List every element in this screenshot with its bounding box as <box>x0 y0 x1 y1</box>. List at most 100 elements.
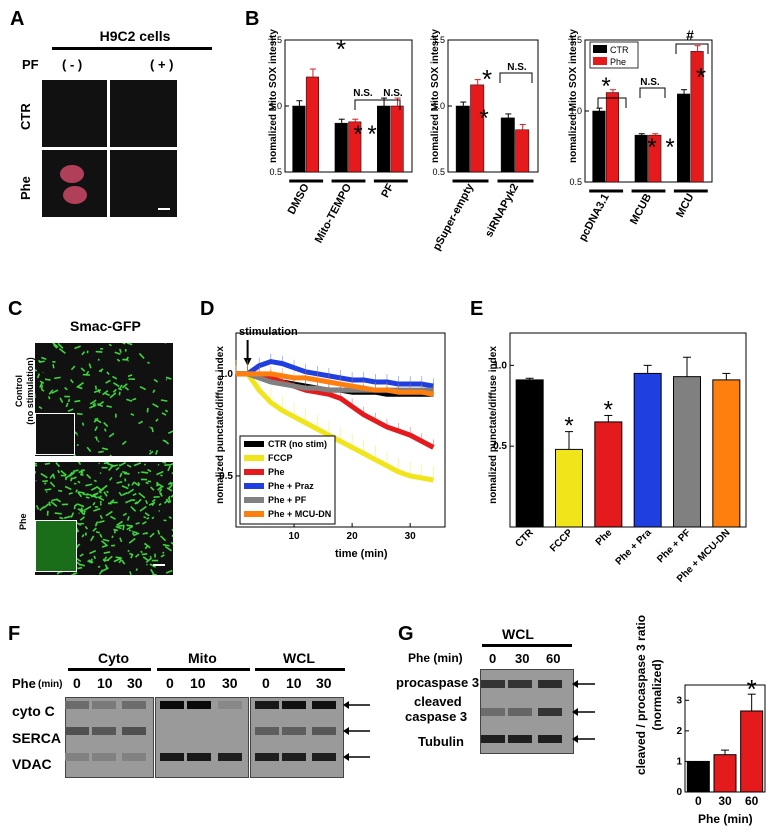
y-tick-label: 1.5 <box>269 35 282 45</box>
mito-fragment <box>104 392 110 397</box>
mito-fragment <box>52 343 58 349</box>
y-tick-label: 0.5 <box>569 177 582 187</box>
mito-fragment <box>54 376 61 380</box>
mito-fragment <box>154 449 159 455</box>
mito-fragment <box>51 341 59 348</box>
mito-fragment <box>58 348 66 354</box>
group-cyto: Cyto <box>98 650 130 666</box>
mito-fragment <box>77 480 81 484</box>
panel-letter: F <box>8 623 21 645</box>
mito-fragment <box>76 412 83 416</box>
mito-fragment <box>67 408 74 412</box>
cell-signal <box>60 165 87 204</box>
mito-fragment <box>100 540 108 547</box>
mito-fragment <box>49 481 56 488</box>
group-wcl: WCL <box>502 626 534 642</box>
mito-fragment <box>87 560 93 564</box>
blot-band <box>481 680 505 688</box>
scale-bar <box>158 208 170 210</box>
mito-fragment <box>126 342 133 346</box>
mito-fragment <box>40 472 48 479</box>
mito-fragment <box>84 532 88 535</box>
mito-fragment <box>116 520 124 527</box>
time-label: 30 <box>515 651 530 666</box>
significance-star: * <box>336 34 346 64</box>
legend-swatch <box>244 483 264 489</box>
micrograph-phe-plus <box>110 150 177 217</box>
mito-fragment <box>138 352 145 359</box>
y-tick-label: 1.0 <box>219 369 233 380</box>
mito-fragment <box>119 537 123 543</box>
mito-fragment <box>118 391 121 396</box>
category-label: 60 <box>745 794 759 808</box>
stimulation-label: stimulation <box>239 326 298 338</box>
mito-fragment <box>68 491 73 495</box>
mito-fragment <box>132 531 135 535</box>
significance-star: * <box>647 134 656 161</box>
mito-fragment <box>89 493 97 498</box>
y-tick-label: 0 <box>676 787 682 798</box>
blot-band <box>282 701 306 709</box>
mito-fragment <box>76 385 83 390</box>
row-label: cleaved <box>414 694 462 709</box>
mito-fragment <box>130 413 135 416</box>
mito-fragment <box>112 375 118 380</box>
group-underline <box>255 668 345 671</box>
legend-swatch <box>244 469 264 475</box>
mito-fragment <box>121 440 127 446</box>
blot-band <box>92 753 116 761</box>
series-line <box>236 359 434 389</box>
mito-fragment <box>63 515 71 519</box>
time-label: 0 <box>166 675 174 691</box>
mito-fragment <box>157 486 163 491</box>
blot-mito <box>155 697 249 778</box>
mito-fragment <box>90 535 95 542</box>
mito-fragment <box>71 476 77 480</box>
mito-fragment <box>94 521 99 527</box>
mito-fragment <box>92 527 97 532</box>
mito-fragment <box>102 538 110 542</box>
mito-fragment <box>47 396 51 400</box>
blot-band <box>187 701 211 709</box>
mito-fragment <box>57 469 61 474</box>
mito-fragment <box>110 464 118 468</box>
mito-fragment <box>122 492 128 496</box>
mito-fragment <box>157 483 164 488</box>
mito-fragment <box>164 545 172 552</box>
mito-fragment <box>165 569 173 574</box>
mito-fragment <box>137 481 141 486</box>
mito-fragment <box>157 463 160 466</box>
mito-fragment <box>52 473 56 479</box>
mito-fragment <box>126 525 134 531</box>
legend-label: Phe + Praz <box>268 481 314 491</box>
mito-fragment <box>107 462 110 466</box>
x-tick-label: 30 <box>405 531 417 542</box>
mito-fragment <box>39 382 43 388</box>
mito-fragment <box>114 351 121 355</box>
plot-frame <box>235 332 446 528</box>
mito-fragment <box>108 476 113 481</box>
blot-band <box>481 708 505 716</box>
mito-fragment <box>128 529 132 532</box>
g-ylabel-1: cleaved / procaspase 3 ratio <box>634 614 648 776</box>
g-xlabel: Phe (min) <box>698 812 753 826</box>
significance-star: * <box>665 134 674 161</box>
d-xlabel: time (min) <box>335 548 388 560</box>
legend-label-ctr: CTR <box>610 45 629 55</box>
mito-fragment <box>125 499 132 504</box>
mito-fragment <box>113 382 120 388</box>
mito-fragment <box>57 342 64 349</box>
mito-fragment <box>116 358 121 362</box>
mito-fragment <box>65 474 71 479</box>
blot-band <box>160 701 184 709</box>
panel-letter: B <box>245 8 260 30</box>
mito-fragment <box>138 420 144 425</box>
blot-band <box>122 753 146 761</box>
mito-fragment <box>99 514 103 520</box>
mito-fragment <box>103 428 107 432</box>
mito-fragment <box>41 388 45 392</box>
col-minus: ( - ) <box>62 57 83 72</box>
mito-fragment <box>126 516 130 521</box>
mito-fragment <box>135 498 142 505</box>
blot-band <box>481 735 505 743</box>
